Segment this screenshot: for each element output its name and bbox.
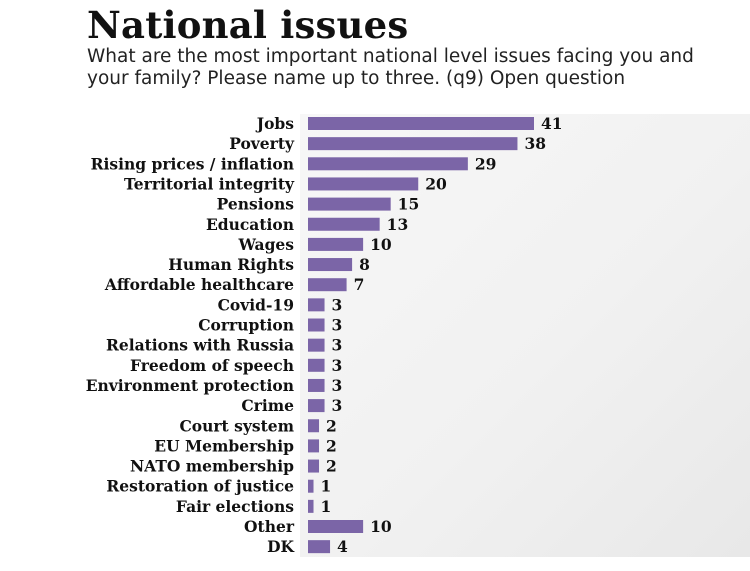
value-label-nato-membership: 2 xyxy=(326,457,337,476)
category-label-eu-membership: EU Membership xyxy=(154,436,294,455)
bar-rising-prices-inflation xyxy=(308,157,468,171)
value-label-rising-prices-inflation: 29 xyxy=(475,154,497,173)
bar-environment-protection xyxy=(308,378,325,392)
bar-freedom-of-speech xyxy=(308,358,325,372)
bar-wages xyxy=(308,237,364,251)
bar-corruption xyxy=(308,318,325,332)
category-label-jobs: Jobs xyxy=(255,114,295,133)
category-label-territorial-integrity: Territorial integrity xyxy=(124,174,295,193)
bar-covid-19 xyxy=(308,298,325,312)
category-label-environment-protection: Environment protection xyxy=(86,376,294,395)
category-label-freedom-of-speech: Freedom of speech xyxy=(130,356,294,375)
value-label-restoration-of-justice: 1 xyxy=(321,477,332,496)
chart-title: National issues xyxy=(87,3,409,47)
bar-relations-with-russia xyxy=(308,338,325,352)
bar-territorial-integrity xyxy=(308,177,419,191)
category-label-fair-elections: Fair elections xyxy=(176,497,294,516)
bar-education xyxy=(308,217,380,231)
value-label-pensions: 15 xyxy=(398,195,420,214)
bar-poverty xyxy=(308,137,518,151)
value-label-covid-19: 3 xyxy=(332,295,343,314)
category-label-restoration-of-justice: Restoration of justice xyxy=(106,477,294,496)
category-label-covid-19: Covid-19 xyxy=(218,295,294,314)
value-label-wages: 10 xyxy=(370,235,392,254)
value-label-poverty: 38 xyxy=(524,134,546,153)
category-label-relations-with-russia: Relations with Russia xyxy=(106,336,294,355)
category-label-court-system: Court system xyxy=(179,416,294,435)
bar-court-system xyxy=(308,419,320,433)
category-label-rising-prices-inflation: Rising prices / inflation xyxy=(91,154,294,173)
bar-restoration-of-justice xyxy=(308,479,314,493)
category-label-crime: Crime xyxy=(241,396,294,415)
value-label-education: 13 xyxy=(387,215,409,234)
category-label-other: Other xyxy=(244,517,295,536)
value-label-corruption: 3 xyxy=(332,316,343,335)
category-label-wages: Wages xyxy=(237,235,294,254)
value-label-court-system: 2 xyxy=(326,416,337,435)
category-label-dk: DK xyxy=(267,537,294,556)
value-label-environment-protection: 3 xyxy=(332,376,343,395)
chart-subtitle: What are the most important national lev… xyxy=(87,46,694,89)
value-label-freedom-of-speech: 3 xyxy=(332,356,343,375)
value-label-human-rights: 8 xyxy=(359,255,370,274)
category-label-education: Education xyxy=(206,215,294,234)
bar-pensions xyxy=(308,197,391,211)
category-label-pensions: Pensions xyxy=(217,195,295,214)
category-label-affordable-healthcare: Affordable healthcare xyxy=(104,275,294,294)
value-label-territorial-integrity: 20 xyxy=(425,174,447,193)
category-label-poverty: Poverty xyxy=(229,134,295,153)
value-label-jobs: 41 xyxy=(541,114,563,133)
value-label-dk: 4 xyxy=(337,537,348,556)
bar-dk xyxy=(308,540,331,554)
bar-fair-elections xyxy=(308,499,314,513)
bar-other xyxy=(308,520,364,533)
category-label-nato-membership: NATO membership xyxy=(130,457,294,476)
value-label-fair-elections: 1 xyxy=(321,497,332,516)
value-label-other: 10 xyxy=(370,517,392,536)
value-label-crime: 3 xyxy=(332,396,343,415)
value-label-affordable-healthcare: 7 xyxy=(354,275,365,294)
category-label-corruption: Corruption xyxy=(198,316,294,335)
bar-eu-membership xyxy=(308,439,320,453)
category-label-human-rights: Human Rights xyxy=(168,255,294,274)
bar-nato-membership xyxy=(308,459,320,473)
value-label-eu-membership: 2 xyxy=(326,436,337,455)
bar-affordable-healthcare xyxy=(308,278,347,292)
value-label-relations-with-russia: 3 xyxy=(332,336,343,355)
bar-jobs xyxy=(308,117,534,130)
bar-human-rights xyxy=(308,258,353,272)
bar-crime xyxy=(308,399,325,413)
